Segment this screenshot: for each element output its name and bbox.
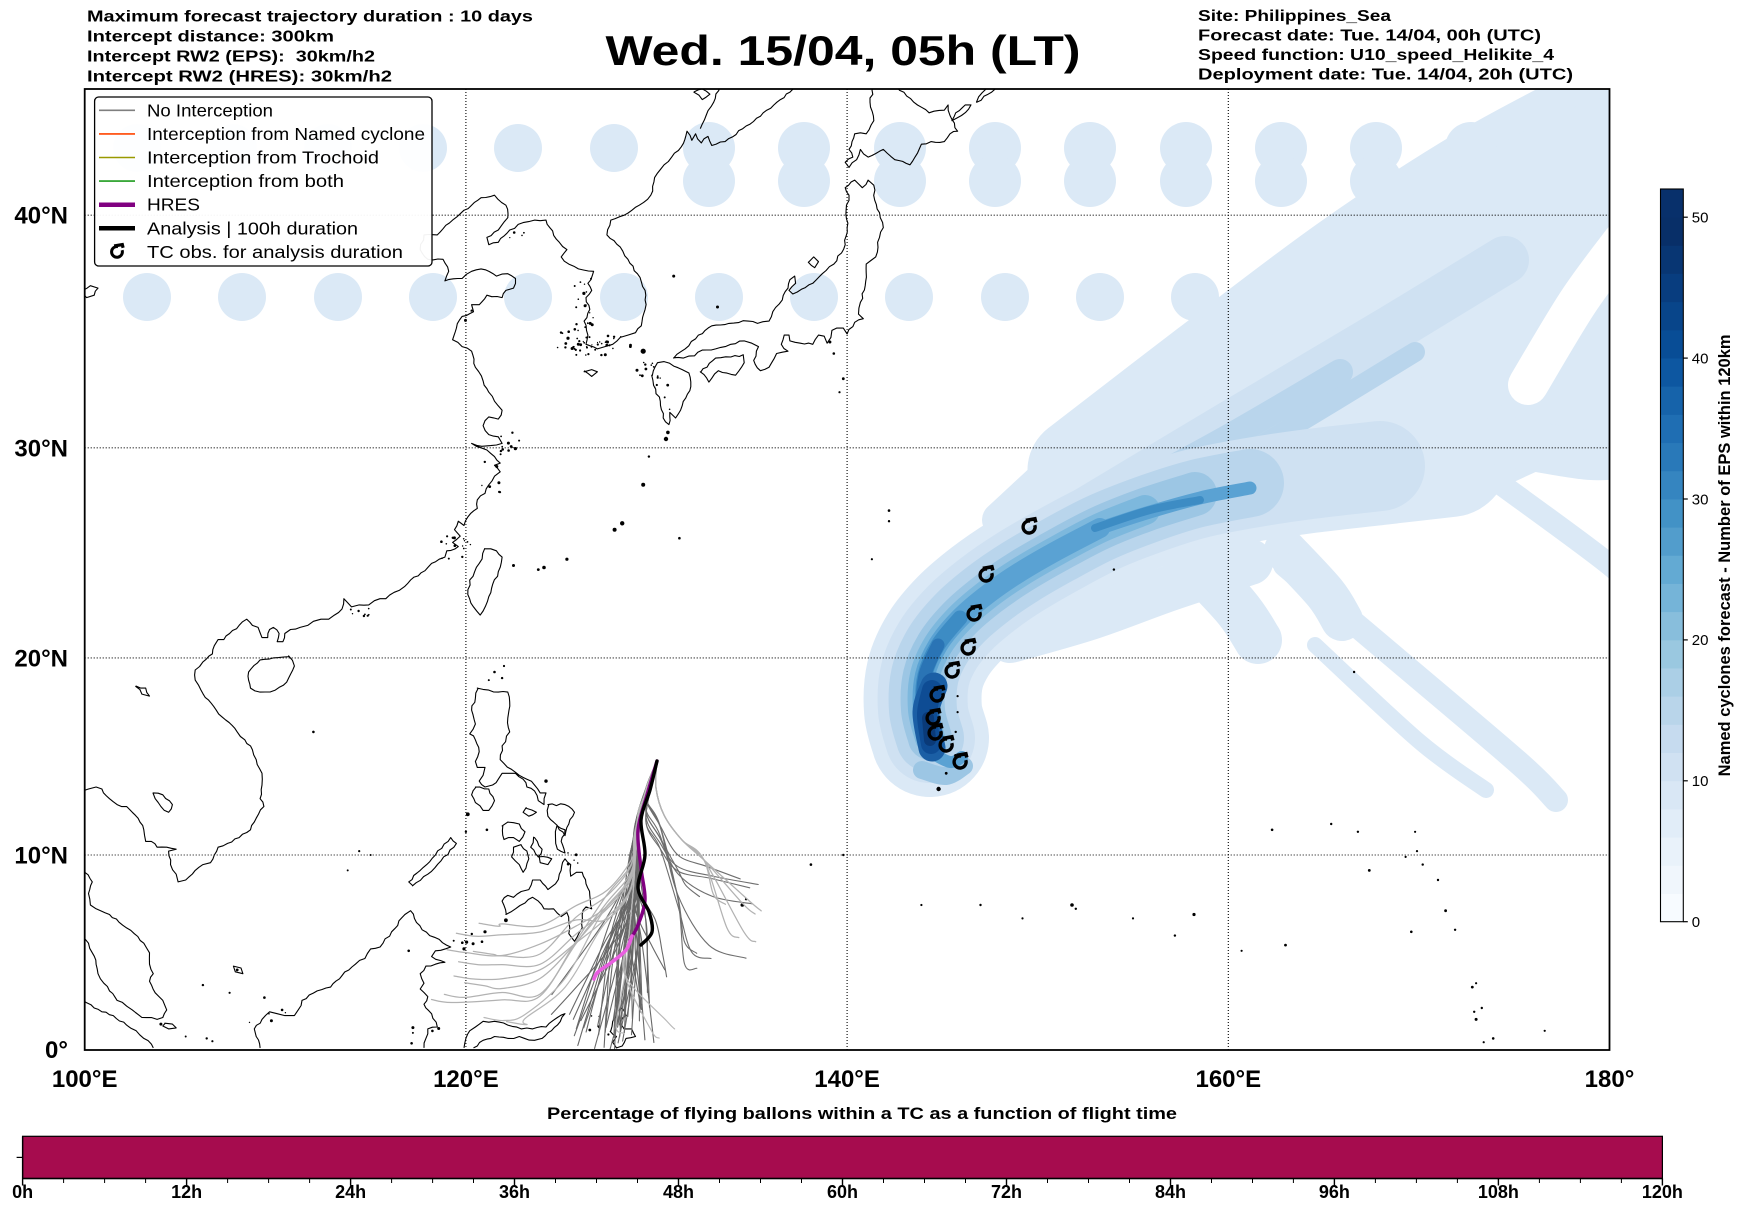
svg-text:10: 10 <box>1692 773 1709 790</box>
svg-text:24h: 24h <box>335 1182 366 1202</box>
svg-text:Intercept RW2 (HRES): 30km/h2: Intercept RW2 (HRES): 30km/h2 <box>87 68 392 85</box>
svg-text:30: 30 <box>1692 491 1709 508</box>
svg-text:Intercept distance: 300km: Intercept distance: 300km <box>87 29 334 46</box>
svg-text:120h: 120h <box>1642 1182 1683 1202</box>
svg-text:Speed function: U10_speed_Heli: Speed function: U10_speed_Helikite_4 <box>1198 47 1554 64</box>
svg-text:96h: 96h <box>1319 1182 1350 1202</box>
svg-text:Deployment date: Tue. 14/04, 2: Deployment date: Tue. 14/04, 20h (UTC) <box>1198 67 1573 84</box>
svg-text:20°N: 20°N <box>14 645 68 672</box>
svg-text:Analysis | 100h duration: Analysis | 100h duration <box>147 218 358 238</box>
svg-text:30°N: 30°N <box>14 435 68 462</box>
svg-text:160°E: 160°E <box>1195 1066 1261 1093</box>
svg-text:72h: 72h <box>991 1182 1022 1202</box>
svg-text:Wed. 15/04, 05h (LT): Wed. 15/04, 05h (LT) <box>606 27 1081 74</box>
svg-text:HRES: HRES <box>147 195 200 215</box>
svg-text:TC obs. for analysis duration: TC obs. for analysis duration <box>147 242 403 262</box>
svg-text:Interception from Trochoid: Interception from Trochoid <box>147 148 379 168</box>
svg-text:Intercept RW2 (EPS): 30km/h2: Intercept RW2 (EPS): 30km/h2 <box>87 48 375 65</box>
svg-text:84h: 84h <box>1155 1182 1186 1202</box>
svg-text:Site: Philippines_Sea: Site: Philippines_Sea <box>1198 8 1391 25</box>
svg-text:120°E: 120°E <box>433 1066 499 1093</box>
svg-text:10°N: 10°N <box>14 843 68 870</box>
svg-text:20: 20 <box>1692 632 1709 649</box>
svg-text:180°: 180° <box>1585 1066 1635 1093</box>
svg-text:Forecast date: Tue. 14/04, 00h: Forecast date: Tue. 14/04, 00h (UTC) <box>1198 28 1541 45</box>
svg-text:40°N: 40°N <box>14 203 68 230</box>
svg-text:100°E: 100°E <box>52 1066 118 1093</box>
svg-text:Percentage of flying ballons w: Percentage of flying ballons within a TC… <box>547 1104 1177 1123</box>
svg-text:0: 0 <box>1692 914 1700 931</box>
svg-text:Maximum forecast trajectory du: Maximum forecast trajectory duration : 1… <box>87 9 533 26</box>
svg-text:60h: 60h <box>827 1182 858 1202</box>
svg-text:36h: 36h <box>499 1182 530 1202</box>
svg-text:40: 40 <box>1692 350 1709 367</box>
svg-text:140°E: 140°E <box>814 1066 880 1093</box>
svg-text:12h: 12h <box>171 1182 202 1202</box>
svg-text:Named cyclones forecast - Numb: Named cyclones forecast - Number of EPS … <box>1716 334 1734 776</box>
svg-text:0h: 0h <box>12 1182 33 1202</box>
svg-text:Interception from Named cyclon: Interception from Named cyclone <box>147 124 425 144</box>
svg-text:48h: 48h <box>663 1182 694 1202</box>
svg-text:Interception from both: Interception from both <box>147 171 344 191</box>
svg-text:No Interception: No Interception <box>147 100 273 120</box>
svg-text:50: 50 <box>1692 210 1709 227</box>
svg-text:108h: 108h <box>1478 1182 1519 1202</box>
svg-text:0°: 0° <box>45 1037 68 1064</box>
